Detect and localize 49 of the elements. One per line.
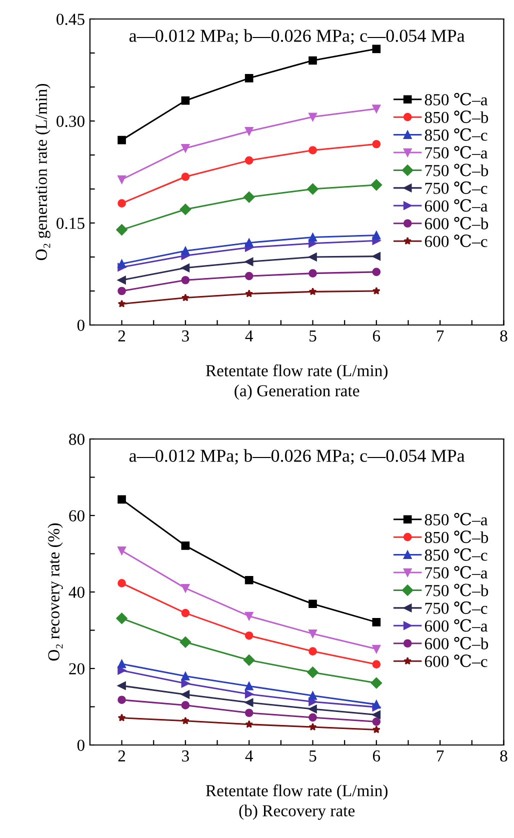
x-tick-label: 8 (500, 330, 508, 342)
y-tick-label: 80 (69, 434, 84, 445)
x-tick-label: 6 (372, 750, 380, 762)
x-tick-label: 5 (310, 750, 316, 762)
legend-label: 600 ℃–c (424, 234, 488, 248)
legend-label: 750 ℃–a (425, 146, 488, 159)
legend-label: 850 ℃–c (424, 128, 488, 141)
y-axis-title: O₂ recovery rate (%) (48, 523, 63, 661)
y-tick-label: 0 (77, 740, 84, 751)
legend-label: 750 ℃–b (425, 164, 488, 176)
x-tick-label: 6 (372, 330, 380, 342)
x-tick-label: 3 (182, 330, 189, 342)
x-tick-label: 5 (310, 330, 316, 342)
legend-label: 850 ℃–b (424, 110, 488, 124)
x-tick-label: 4 (245, 330, 253, 342)
x-tick-label: 4 (245, 750, 253, 762)
legend-label: 600 ℃–b (424, 636, 488, 650)
legend-label: 600 ℃–a (424, 199, 488, 212)
legend-label: 600 ℃–b (424, 216, 488, 230)
legend-label: 600 ℃–c (424, 654, 488, 668)
legend-label: 600 ℃–a (424, 619, 488, 632)
legend-label: 850 ℃–b (424, 530, 488, 544)
y-tick-label: 0.15 (56, 218, 84, 230)
y-axis-title: O₂ generation rate (L/min) (35, 84, 50, 260)
y-tick-label: 20 (69, 663, 84, 674)
x-tick-label: 2 (118, 750, 126, 762)
x-tick-label: 8 (500, 750, 508, 762)
x-tick-label: 7 (436, 750, 444, 762)
x-axis-title: Retentate flow rate (L/min) (206, 364, 388, 380)
legend-label: 750 ℃–c (425, 181, 488, 194)
x-axis-title: Retentate flow rate (L/min) (206, 784, 388, 800)
annotation: a—0.012 MPa; b—0.026 MPa; c—0.054 MPa (129, 29, 465, 44)
y-tick-label: 60 (69, 510, 84, 522)
legend-label: 850 ℃–a (424, 512, 488, 526)
text: (b) Recovery rate (239, 804, 355, 820)
y-tick-label: 0.45 (56, 14, 84, 26)
legend-label: 850 ℃–c (424, 548, 488, 561)
x-tick-label: 2 (118, 330, 126, 342)
legend-label: 850 ℃–a (424, 92, 488, 106)
y-tick-label: 0.30 (56, 116, 84, 128)
x-tick-label: 3 (182, 750, 189, 762)
legend-label: 750 ℃–c (425, 601, 488, 614)
y-tick-label: 40 (68, 586, 84, 598)
y-tick-label: 0 (77, 320, 84, 331)
text: (a) Generation rate (234, 384, 360, 400)
legend-label: 750 ℃–b (425, 584, 488, 596)
legend-label: 750 ℃–a (425, 566, 488, 579)
x-tick-label: 7 (436, 330, 444, 342)
annotation: a—0.012 MPa; b—0.026 MPa; c—0.054 MPa (129, 449, 465, 464)
